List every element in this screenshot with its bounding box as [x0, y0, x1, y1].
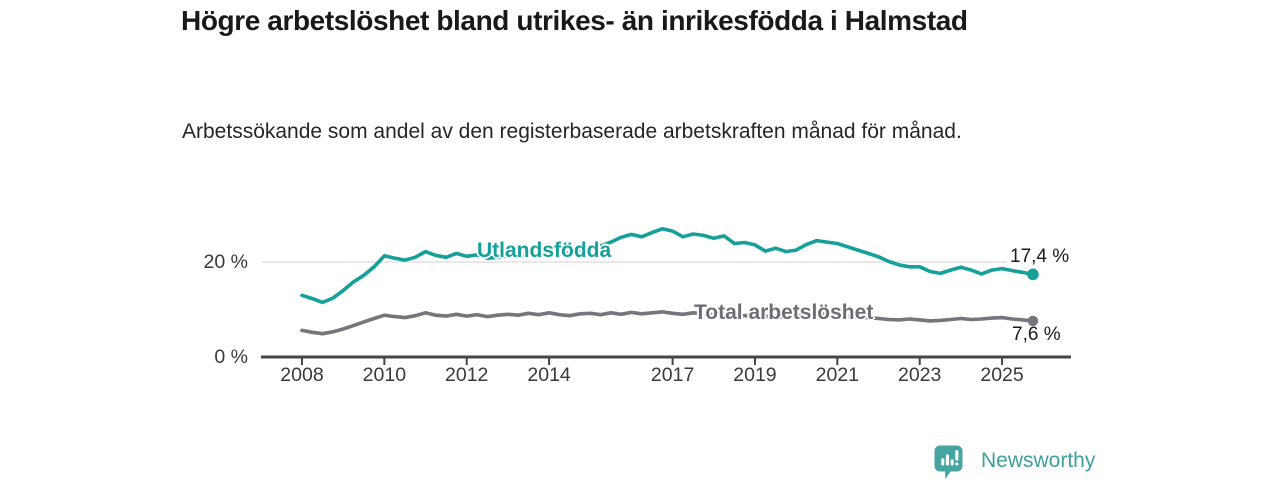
- series-label-utlandsfodda: Utlandsfödda: [477, 239, 612, 262]
- end-value-label-total: 7,6 %: [1012, 324, 1061, 345]
- x-tick-label: 2012: [445, 364, 489, 386]
- x-tick-label: 2010: [362, 364, 407, 386]
- newsworthy-speech-bubble-bar-chart-icon: [934, 445, 963, 479]
- x-tick-label: 2021: [815, 364, 860, 386]
- newsworthy-wordmark: Newsworthy: [981, 449, 1096, 472]
- end-value-label-utlandsfodda: 17,4 %: [1007, 246, 1073, 268]
- x-tick-label: 2023: [897, 364, 942, 386]
- y-tick-label: 20 %: [203, 251, 248, 273]
- page-title: Högre arbetslöshet bland utrikes- än inr…: [181, 5, 968, 36]
- y-tick-label: 0 %: [214, 346, 248, 368]
- x-tick-label: 2008: [280, 364, 324, 386]
- x-tick-label: 2014: [527, 364, 571, 386]
- x-axis: [261, 355, 1071, 365]
- x-tick-label: 2025: [980, 364, 1024, 386]
- series-label-total-arbetsloshet: Total arbetslöshet: [694, 301, 874, 324]
- series-end-dots: [1027, 268, 1039, 327]
- x-tick-label: 2019: [733, 364, 777, 386]
- chart-series-lines: [300, 227, 1035, 336]
- newsworthy-logo: [934, 445, 968, 480]
- x-tick-label: 2017: [650, 364, 695, 386]
- chart-subtitle: Arbetssökande som andel av den registerb…: [182, 120, 962, 143]
